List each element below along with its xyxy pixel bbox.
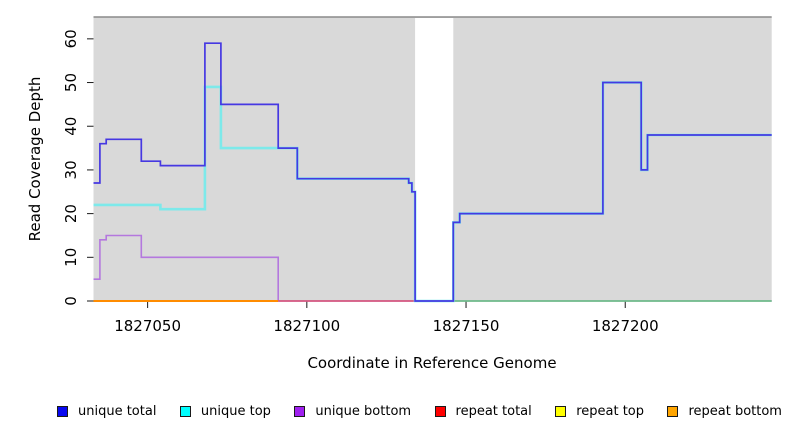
y-tick-label: 50 xyxy=(62,73,80,92)
y-axis-title: Read Coverage Depth xyxy=(26,77,44,242)
legend-item-unique-top: unique top xyxy=(179,403,271,419)
series-unique-bottom xyxy=(93,234,772,302)
x-tick-label: 1827200 xyxy=(592,317,659,335)
x-tick-label: 1827050 xyxy=(114,317,181,335)
legend-label: unique top xyxy=(200,403,271,419)
legend-swatch-icon xyxy=(179,405,191,417)
x-axis-title: Coordinate in Reference Genome xyxy=(307,354,556,372)
legend-item-repeat-total: repeat total xyxy=(434,403,532,419)
legend-label: unique total xyxy=(78,403,157,419)
legend-swatch-icon xyxy=(555,405,567,417)
legend-swatch-icon xyxy=(434,405,446,417)
legend-item-repeat-top: repeat top xyxy=(555,404,644,419)
legend-label: unique bottom xyxy=(315,403,412,419)
legend-label: repeat bottom xyxy=(688,403,782,419)
series-unique-total xyxy=(93,42,772,302)
plot-area: 1827050 1827100 1827150 1827200 0 10 20 30 40 50 6… xyxy=(62,16,772,335)
legend-label: repeat top xyxy=(576,403,644,419)
y-tick-label: 30 xyxy=(62,160,80,179)
y-tick-label: 40 xyxy=(62,117,80,136)
y-tick-label: 20 xyxy=(62,204,80,223)
legend-item-unique-bottom: unique bottom xyxy=(294,404,411,419)
x-tick-label: 1827100 xyxy=(273,317,340,335)
y-tick-label: 60 xyxy=(62,29,80,48)
y-tick-label: 0 xyxy=(62,296,80,306)
legend-swatch-icon xyxy=(667,405,679,417)
legend-label: repeat total xyxy=(455,403,532,419)
x-tick-label: 1827150 xyxy=(433,317,500,335)
legend-swatch-icon xyxy=(294,405,306,417)
legend-item-repeat-bottom: repeat bottom xyxy=(667,404,782,419)
coverage-chart: 1827050 1827100 1827150 1827200 0 10 20 30 40 50 6… xyxy=(26,16,772,372)
legend-swatch-icon xyxy=(57,405,68,417)
chart-legend: unique total unique top unique bottom repea… xyxy=(0,394,792,428)
legend-item-unique-total: unique total xyxy=(57,404,156,419)
coverage-gap xyxy=(415,18,454,301)
y-tick-label: 10 xyxy=(62,248,80,267)
